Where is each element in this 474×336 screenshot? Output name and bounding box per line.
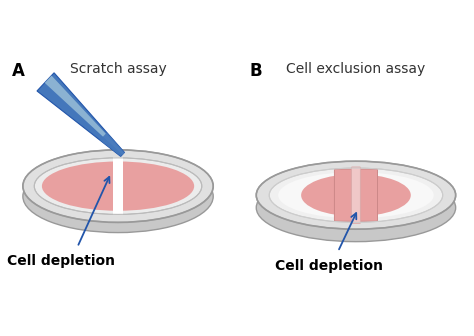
Polygon shape: [100, 132, 125, 156]
Ellipse shape: [269, 168, 443, 222]
Text: B: B: [249, 61, 262, 80]
Bar: [113, 157, 123, 215]
Text: Scratch assay: Scratch assay: [70, 61, 166, 76]
Ellipse shape: [301, 174, 411, 216]
Text: Cell depletion: Cell depletion: [275, 259, 383, 272]
Ellipse shape: [256, 161, 456, 229]
Ellipse shape: [23, 160, 213, 233]
Polygon shape: [45, 76, 124, 155]
Ellipse shape: [278, 172, 434, 218]
FancyBboxPatch shape: [351, 167, 361, 223]
Ellipse shape: [42, 162, 194, 211]
Text: Cell depletion: Cell depletion: [8, 254, 115, 268]
Polygon shape: [37, 73, 125, 156]
Text: A: A: [11, 61, 25, 80]
FancyBboxPatch shape: [360, 169, 377, 221]
Ellipse shape: [23, 150, 213, 222]
Ellipse shape: [34, 158, 202, 214]
FancyBboxPatch shape: [335, 169, 352, 221]
Text: Cell exclusion assay: Cell exclusion assay: [286, 61, 426, 76]
Ellipse shape: [256, 174, 456, 242]
